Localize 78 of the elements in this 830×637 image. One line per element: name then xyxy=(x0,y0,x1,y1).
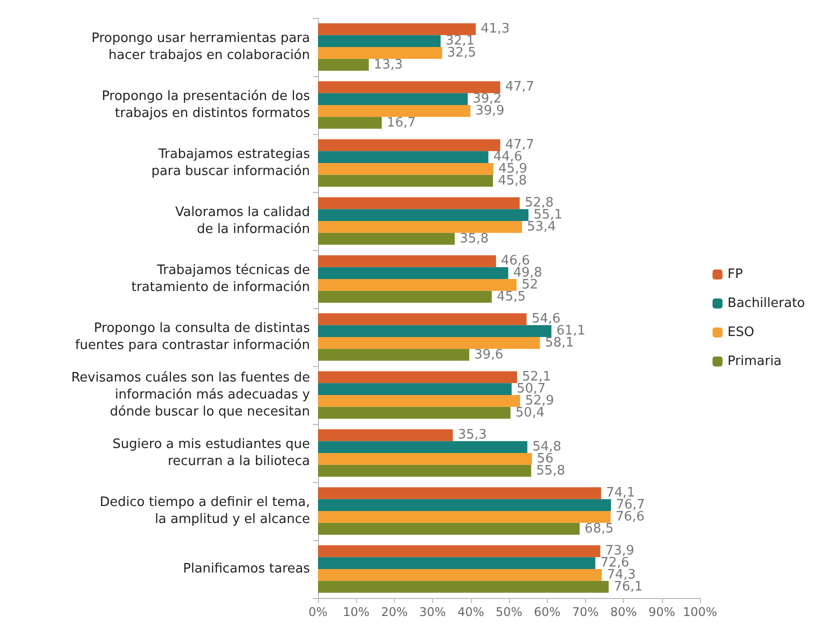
x-tick-label: 60% xyxy=(534,605,561,619)
legend-label: Bachillerato xyxy=(728,296,806,311)
bar xyxy=(318,209,528,221)
y-tick-label: Sugiero a mis estudiantes que recurran a la bilioteca xyxy=(112,437,310,469)
bar xyxy=(318,116,382,129)
bar xyxy=(318,81,500,94)
bar xyxy=(318,105,470,117)
x-tick-label: 20% xyxy=(381,605,408,619)
y-tick-label: Dedico tiempo a definir el tema, la amplitud y el alcance xyxy=(100,495,310,527)
data-label: 68,5 xyxy=(584,521,614,536)
bar xyxy=(318,580,609,593)
bar xyxy=(318,174,493,187)
y-tick-label: Valoramos la calidad de la información xyxy=(175,205,310,237)
bar xyxy=(318,487,602,500)
bar xyxy=(318,221,522,233)
bar xyxy=(318,557,596,569)
bar xyxy=(318,395,520,407)
bar xyxy=(318,267,508,279)
bar xyxy=(318,58,369,71)
bar xyxy=(318,151,488,163)
y-tick-label: Propongo la consulta de distintas fuentes para contrastar información xyxy=(75,321,310,353)
data-label: 41,3 xyxy=(480,22,510,37)
data-label: 13,3 xyxy=(374,57,403,72)
bar xyxy=(318,569,602,581)
data-label: 39,6 xyxy=(474,347,504,362)
bar xyxy=(318,290,492,303)
bar xyxy=(318,499,611,511)
data-label: 35,8 xyxy=(460,231,489,246)
x-tick-label: 80% xyxy=(610,605,637,619)
bar xyxy=(318,255,496,268)
bar xyxy=(318,453,532,465)
bar xyxy=(318,406,511,419)
y-tick-label: Propongo usar herramientas para hacer trabajos en colaboración xyxy=(91,31,310,63)
x-tick-label: 40% xyxy=(457,605,484,619)
y-tick-label: Propongo la presentación de los trabajos en distintos formatos xyxy=(102,89,310,121)
bar xyxy=(318,197,520,210)
x-tick-label: 100% xyxy=(682,605,718,619)
bar xyxy=(318,35,441,47)
x-tick-label: 10% xyxy=(342,605,370,619)
y-tick-label: Planificamos tareas xyxy=(183,562,310,576)
y-tick-label: Revisamos cuáles son las fuentes de información más adecuadas y dónde buscar lo que necesitan xyxy=(71,370,310,420)
x-tick-label: 70% xyxy=(572,605,599,619)
data-label: 32,5 xyxy=(447,45,476,60)
x-tick-label: 0% xyxy=(308,605,328,619)
bar xyxy=(318,348,470,361)
bar xyxy=(318,383,512,395)
bar xyxy=(318,464,532,477)
legend-label: ESO xyxy=(728,325,754,340)
legend-label: FP xyxy=(728,267,744,282)
legend-label: Primaria xyxy=(728,354,782,369)
bar xyxy=(318,441,528,453)
bar xyxy=(318,279,517,291)
data-label: 53,4 xyxy=(526,219,556,234)
bar xyxy=(318,511,611,523)
data-label: 76,6 xyxy=(616,509,645,524)
bar xyxy=(318,325,552,337)
data-label: 35,3 xyxy=(458,428,487,443)
bar xyxy=(318,522,580,535)
bar xyxy=(318,545,600,558)
bar xyxy=(318,93,468,105)
bar xyxy=(318,139,500,152)
bar xyxy=(318,371,518,384)
data-label: 16,7 xyxy=(386,115,416,130)
data-label: 58,1 xyxy=(544,335,574,350)
data-label: 39,9 xyxy=(475,103,504,118)
bar xyxy=(318,23,476,36)
bar xyxy=(318,337,540,349)
x-tick-label: 90% xyxy=(648,605,676,619)
data-label: 47,7 xyxy=(505,80,534,95)
x-tick-label: 50% xyxy=(496,605,522,619)
bar xyxy=(318,163,494,175)
y-tick-label: Trabajamos técnicas de tratamiento de información xyxy=(131,263,310,295)
x-tick-label: 30% xyxy=(419,605,446,619)
bar xyxy=(318,47,442,59)
bar xyxy=(318,429,453,442)
bar xyxy=(318,313,527,326)
bar xyxy=(318,232,455,245)
y-tick-label: Trabajamos estrategias para buscar información xyxy=(151,147,310,179)
